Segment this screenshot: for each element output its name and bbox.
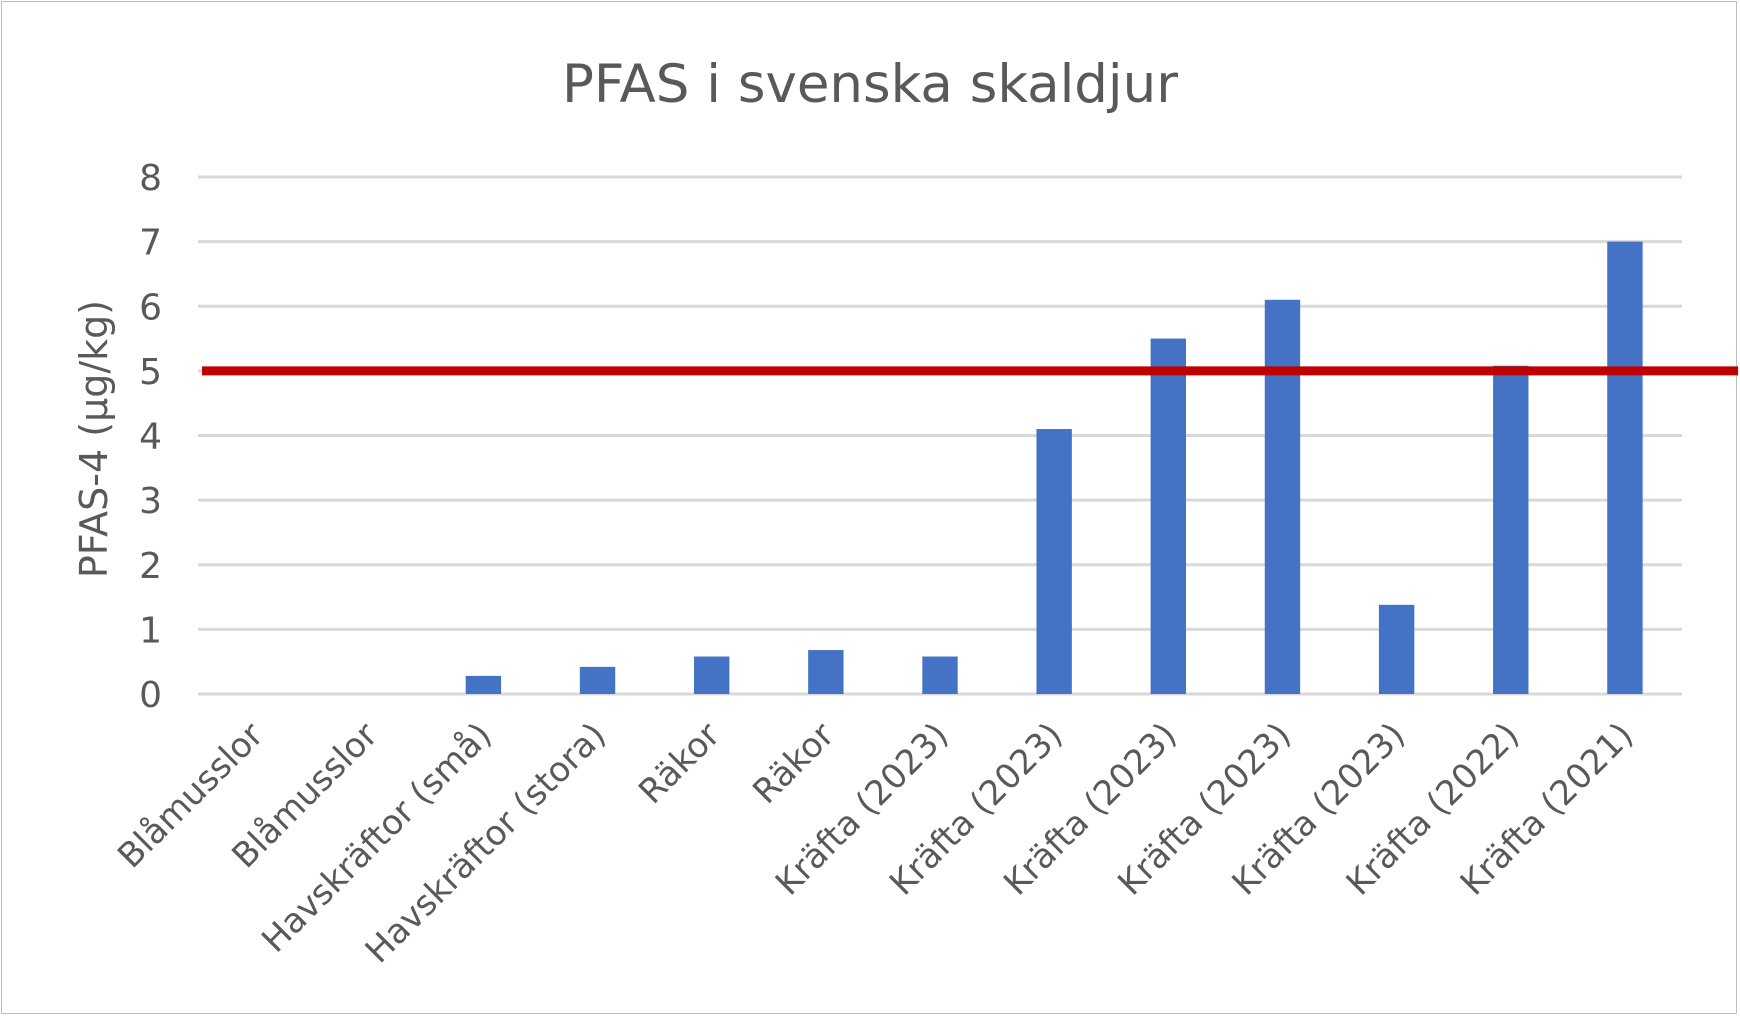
- bar: [1493, 365, 1529, 694]
- bar: [808, 650, 844, 694]
- bar: [922, 656, 958, 694]
- y-tick-label: 3: [139, 481, 162, 522]
- y-tick-label: 8: [139, 158, 162, 199]
- gridlines: [198, 175, 1682, 696]
- y-tick-label: 6: [139, 287, 162, 328]
- y-tick-label: 1: [139, 610, 162, 651]
- y-axis-ticks: 0 1 2 3 4 5 6 7 8: [139, 158, 162, 716]
- x-tick-label: Räkor: [631, 715, 728, 812]
- y-tick-label: 0: [139, 675, 162, 716]
- y-axis-label: PFAS-4 (µg/kg): [72, 300, 116, 578]
- bar: [579, 666, 616, 694]
- x-tick-label: Räkor: [745, 715, 842, 812]
- bar: [465, 675, 502, 694]
- bar: [1036, 429, 1072, 694]
- chart-title: PFAS i svenska skaldjur: [562, 54, 1178, 115]
- y-tick-label: 2: [139, 546, 162, 587]
- bars: [465, 241, 1643, 694]
- bar: [1150, 338, 1187, 694]
- y-tick-label: 4: [139, 417, 162, 458]
- bar: [1378, 604, 1415, 694]
- bar: [693, 656, 730, 694]
- y-tick-label: 5: [139, 352, 162, 393]
- bar: [1264, 299, 1301, 694]
- bar: [1607, 241, 1643, 694]
- y-tick-label: 7: [139, 223, 162, 264]
